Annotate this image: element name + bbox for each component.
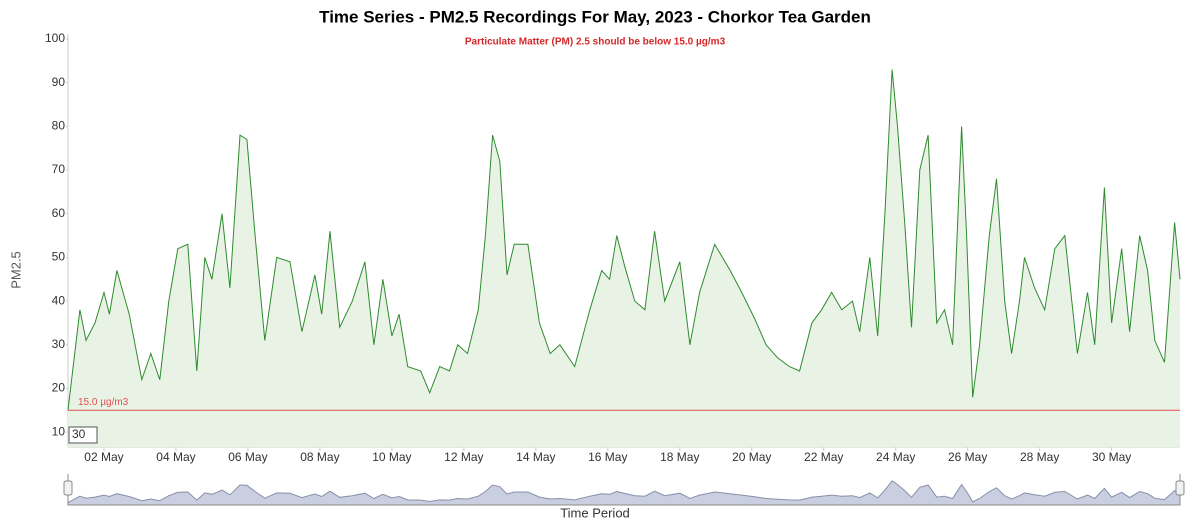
x-tick-label: 24 May: [876, 450, 915, 464]
x-tick-label: 16 May: [588, 450, 627, 464]
x-tick-label: 26 May: [948, 450, 987, 464]
y-tick-label: 100: [45, 31, 65, 45]
x-tick-label: 06 May: [228, 450, 267, 464]
x-tick-label: 12 May: [444, 450, 483, 464]
x-tick-label: 10 May: [372, 450, 411, 464]
input-box: [68, 426, 98, 444]
x-tick-label: 22 May: [804, 450, 843, 464]
navigator-handle[interactable]: [1175, 480, 1185, 496]
area: [68, 69, 1180, 447]
line: [67, 69, 1181, 411]
x-tick-label: 14 May: [516, 450, 555, 464]
y-tick-label: 40: [52, 293, 66, 307]
threshold-label: 15.0 µg/m3: [78, 397, 129, 408]
x-tick-label: 28 May: [1020, 450, 1059, 464]
y-tick-label: 20: [52, 381, 66, 395]
y-tick-label: 10: [52, 424, 66, 438]
x-tick-label: 08 May: [300, 450, 339, 464]
x-tick-label: 04 May: [156, 450, 195, 464]
y-tick-label: 80: [52, 119, 66, 133]
chart-title: Time Series - PM2.5 Recordings For May, …: [319, 7, 871, 26]
x-tick-label: 18 May: [660, 450, 699, 464]
navigator-area: [67, 480, 1181, 506]
y-tick-label: 30: [52, 337, 66, 351]
y-tick-label: 50: [52, 250, 66, 264]
x-tick-label: 20 May: [732, 450, 771, 464]
x-axis-label: Time Period: [560, 505, 630, 520]
input-value: 30: [72, 427, 86, 441]
y-tick-label: 60: [52, 206, 66, 220]
y-axis-label: PM2.5: [8, 251, 23, 289]
y-tick-label: 90: [52, 75, 66, 89]
navigator-handle[interactable]: [63, 480, 73, 496]
chart-subtitle: Particulate Matter (PM) 2.5 should be be…: [465, 37, 726, 48]
x-tick-label: 02 May: [84, 450, 123, 464]
x-tick-label: 30 May: [1092, 450, 1131, 464]
y-tick-label: 70: [52, 162, 66, 176]
